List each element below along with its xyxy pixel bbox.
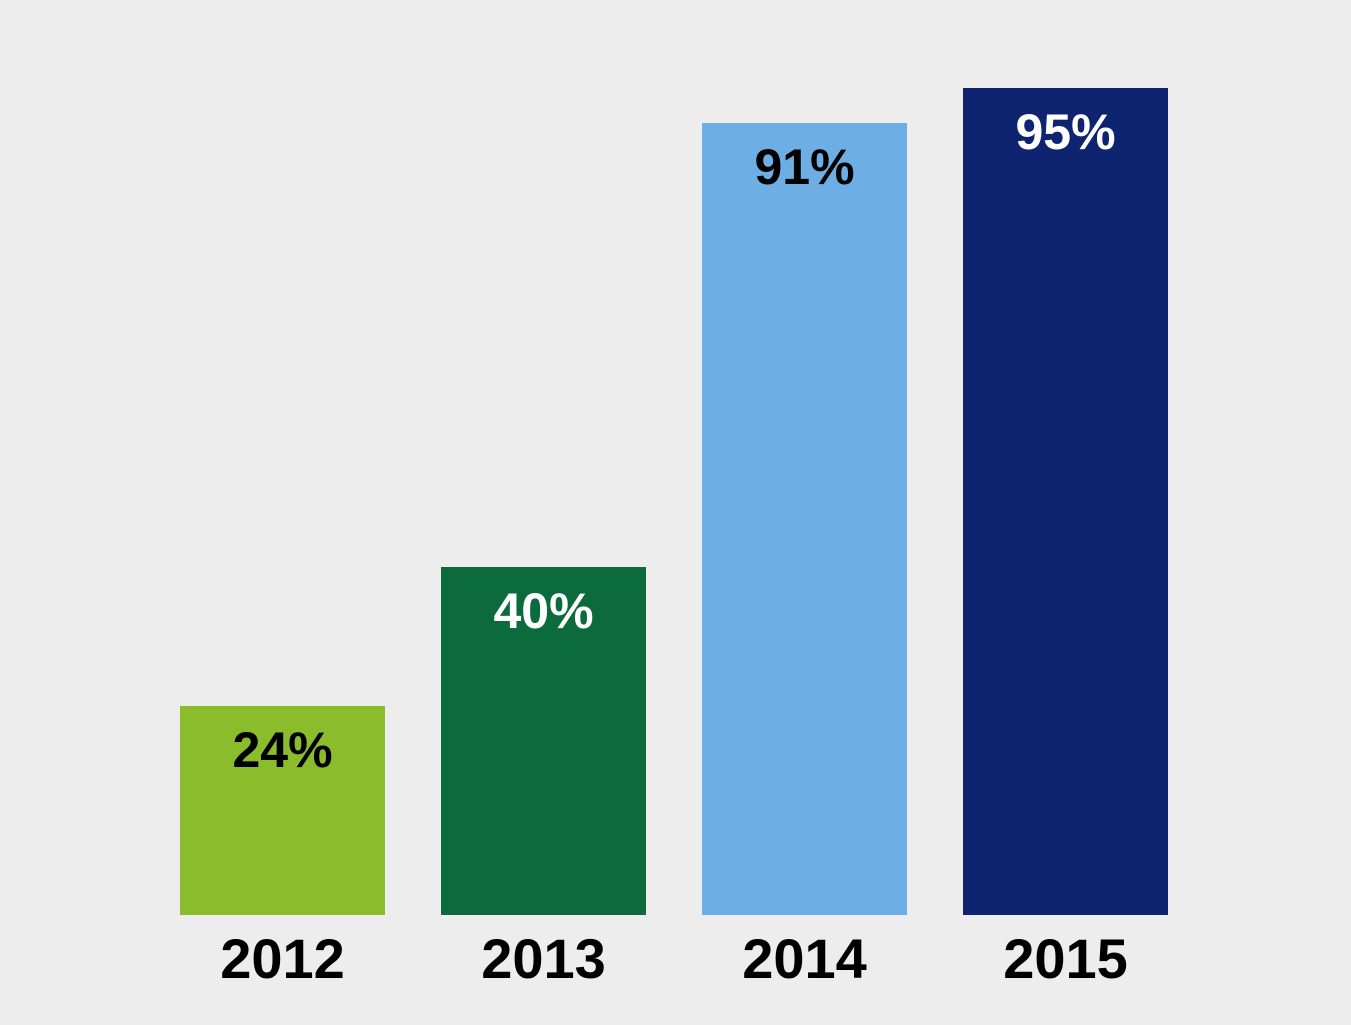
bar-2015: 95% <box>963 88 1168 915</box>
bar-value-label-2012: 24% <box>232 722 333 778</box>
bar-value-label-2014: 91% <box>754 139 855 195</box>
x-axis: 2012 2013 2014 2015 <box>180 928 1168 990</box>
bar-value-label-2015: 95% <box>1015 104 1116 160</box>
x-axis-label-2012: 2012 <box>220 927 345 990</box>
x-axis-label-2014: 2014 <box>742 927 867 990</box>
bar-2014: 91% <box>702 123 907 915</box>
x-axis-label-2015: 2015 <box>1003 927 1128 990</box>
bar-2012: 24% <box>180 706 385 915</box>
x-axis-label-2013: 2013 <box>481 927 606 990</box>
bar-value-label-2013: 40% <box>493 583 594 639</box>
bar-2013: 40% <box>441 567 646 915</box>
plot-area: 24% 40% 91% 95% <box>180 88 1168 915</box>
